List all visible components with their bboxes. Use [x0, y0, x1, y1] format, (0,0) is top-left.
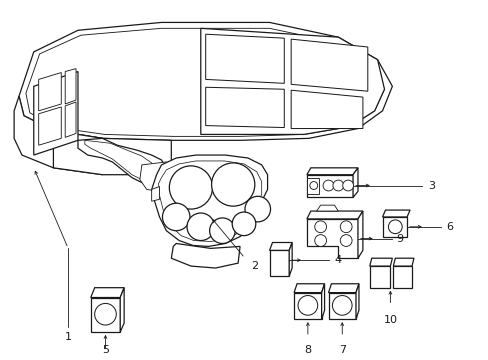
Text: 9: 9 — [396, 234, 403, 244]
Polygon shape — [355, 284, 358, 319]
Polygon shape — [14, 96, 102, 175]
Polygon shape — [53, 130, 171, 175]
Circle shape — [342, 180, 353, 191]
Circle shape — [297, 296, 317, 315]
Polygon shape — [78, 138, 166, 183]
Circle shape — [162, 203, 189, 231]
Polygon shape — [382, 210, 409, 217]
Circle shape — [309, 181, 317, 189]
Polygon shape — [205, 34, 284, 83]
Text: 7: 7 — [338, 345, 345, 355]
Polygon shape — [39, 72, 61, 111]
Circle shape — [314, 221, 326, 233]
Circle shape — [332, 180, 343, 191]
Circle shape — [314, 235, 326, 247]
Polygon shape — [328, 284, 358, 293]
Circle shape — [340, 221, 351, 233]
Circle shape — [169, 166, 212, 209]
Polygon shape — [382, 217, 407, 237]
Polygon shape — [205, 87, 284, 127]
Polygon shape — [369, 266, 389, 288]
Text: 3: 3 — [427, 180, 434, 190]
Polygon shape — [328, 293, 355, 319]
Polygon shape — [316, 205, 338, 211]
Polygon shape — [91, 288, 124, 297]
Polygon shape — [357, 211, 362, 258]
Text: 8: 8 — [304, 345, 311, 355]
Polygon shape — [120, 288, 124, 332]
Circle shape — [232, 212, 255, 236]
Circle shape — [244, 196, 270, 222]
Polygon shape — [269, 243, 291, 250]
Polygon shape — [171, 243, 240, 268]
Polygon shape — [306, 219, 357, 258]
Text: 2: 2 — [251, 261, 258, 271]
Circle shape — [332, 296, 351, 315]
Polygon shape — [269, 250, 288, 276]
Polygon shape — [151, 186, 159, 201]
Polygon shape — [306, 168, 357, 175]
Polygon shape — [91, 297, 120, 332]
Bar — [306, 177, 318, 194]
Polygon shape — [290, 90, 362, 129]
Text: 4: 4 — [334, 255, 341, 265]
Polygon shape — [306, 175, 352, 197]
Polygon shape — [39, 107, 61, 145]
Text: 6: 6 — [445, 222, 452, 232]
Polygon shape — [65, 69, 76, 104]
Polygon shape — [65, 102, 76, 138]
Polygon shape — [392, 258, 413, 266]
Polygon shape — [288, 243, 291, 276]
Polygon shape — [293, 284, 324, 293]
Polygon shape — [293, 293, 321, 319]
Polygon shape — [34, 72, 78, 155]
Text: 1: 1 — [64, 332, 72, 342]
Polygon shape — [151, 155, 267, 247]
Polygon shape — [306, 211, 362, 219]
Polygon shape — [369, 258, 391, 266]
Circle shape — [211, 163, 254, 206]
Circle shape — [209, 218, 235, 243]
Circle shape — [340, 235, 351, 247]
Polygon shape — [392, 266, 411, 288]
Circle shape — [95, 303, 116, 325]
Circle shape — [186, 213, 214, 240]
Text: 5: 5 — [102, 345, 109, 355]
Circle shape — [387, 220, 401, 234]
Polygon shape — [201, 28, 384, 134]
Polygon shape — [140, 162, 176, 192]
Polygon shape — [290, 39, 367, 91]
Polygon shape — [19, 22, 391, 140]
Circle shape — [323, 180, 333, 191]
Polygon shape — [352, 168, 357, 197]
Polygon shape — [321, 284, 324, 319]
Text: 10: 10 — [383, 315, 397, 325]
